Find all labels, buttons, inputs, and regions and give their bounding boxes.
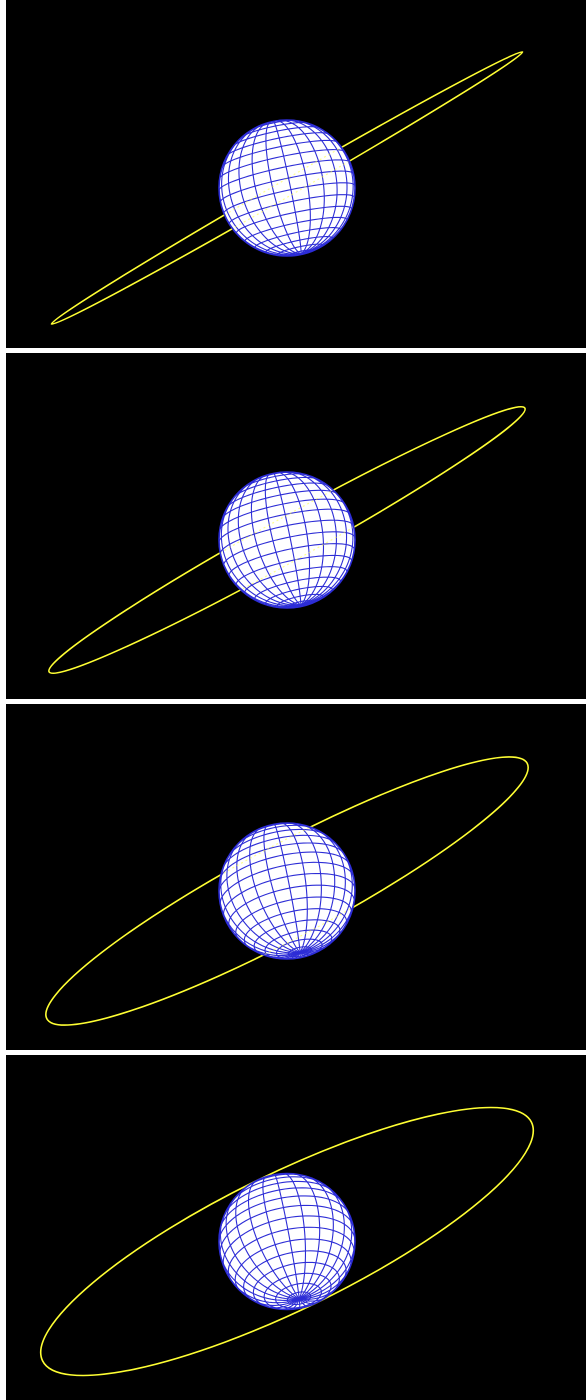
orbit-panel-2 (6, 353, 586, 699)
orbit-view-2 (6, 353, 586, 699)
orbit-panel-1 (6, 0, 586, 348)
planet-sphere (219, 120, 355, 256)
orbit-panel-4 (6, 1055, 586, 1400)
orbit-view-4 (6, 1055, 586, 1400)
orbit-view-3 (6, 704, 586, 1050)
orbit-view-1 (6, 0, 586, 348)
planet-sphere (219, 1174, 355, 1310)
planet-sphere (219, 472, 355, 608)
planet-sphere (219, 823, 355, 959)
orbit-panel-3 (6, 704, 586, 1050)
